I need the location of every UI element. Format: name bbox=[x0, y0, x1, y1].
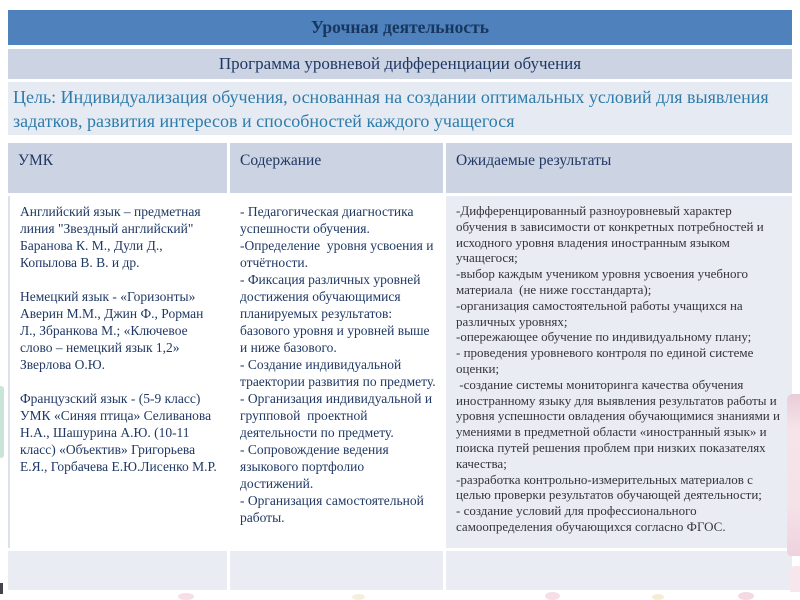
content-text: - Педагогическая диагностика успешности … bbox=[240, 204, 436, 525]
table-header-content: Содержание bbox=[230, 143, 443, 193]
goal-banner: Цель: Индивидуализация обучения, основан… bbox=[8, 82, 792, 135]
table-footer-cell-3 bbox=[446, 551, 792, 590]
results-text: -Дифференцированный разноуровневый харак… bbox=[456, 203, 780, 534]
slide-title: Урочная деятельность bbox=[311, 17, 489, 37]
bottom-deco-blob bbox=[738, 592, 754, 600]
teal-edge-shape bbox=[0, 386, 4, 458]
table-header-umk: УМК bbox=[8, 143, 227, 193]
goal-text: Цель: Индивидуализация обучения, основан… bbox=[13, 87, 774, 131]
bottom-deco-blob bbox=[352, 594, 365, 600]
table-footer-cell-1 bbox=[8, 551, 227, 590]
program-subtitle: Программа уровневой дифференциации обуче… bbox=[218, 54, 582, 73]
table-cell-results: -Дифференцированный разноуровневый харак… bbox=[446, 196, 792, 548]
program-table: УМК Содержание Ожидаемые результаты Англ… bbox=[8, 143, 792, 590]
dark-edge-sliver bbox=[0, 583, 3, 594]
bottom-deco-blob bbox=[178, 593, 194, 600]
pink-edge-shape-small bbox=[790, 566, 800, 592]
program-subtitle-banner: Программа уровневой дифференциации обуче… bbox=[8, 49, 792, 79]
umk-text: Английский язык – предметная линия "Звез… bbox=[20, 204, 217, 474]
slide-title-banner: Урочная деятельность bbox=[8, 10, 792, 45]
table-cell-content: - Педагогическая диагностика успешности … bbox=[230, 196, 443, 548]
pink-edge-shape bbox=[787, 394, 800, 556]
table-header-results: Ожидаемые результаты bbox=[446, 143, 792, 193]
table-footer-cell-2 bbox=[230, 551, 443, 590]
bottom-deco-blob bbox=[652, 594, 664, 600]
table-cell-umk: Английский язык – предметная линия "Звез… bbox=[8, 196, 227, 548]
bottom-deco-blob bbox=[545, 592, 560, 600]
